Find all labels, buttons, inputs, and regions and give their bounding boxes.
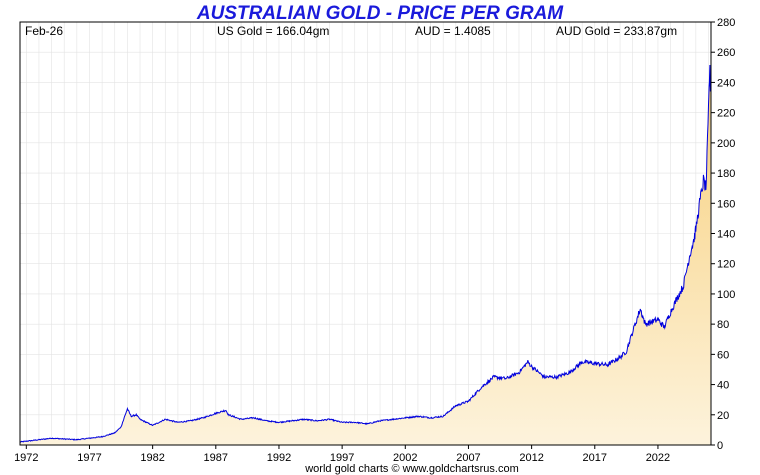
x-tick-label: 1982 bbox=[140, 452, 164, 464]
x-tick-label: 2007 bbox=[456, 452, 480, 464]
y-tick-label: 120 bbox=[717, 259, 735, 271]
x-tick-label: 2012 bbox=[519, 452, 543, 464]
x-axis-ticks: 1972 1977 1982 1987 1992 1997 2002 2007 2012 2017… bbox=[14, 445, 670, 464]
y-tick-label: 0 bbox=[717, 440, 723, 452]
y-tick-label: 180 bbox=[717, 168, 735, 180]
area-fill bbox=[20, 65, 711, 445]
y-tick-label: 80 bbox=[717, 319, 729, 331]
y-tick-label: 220 bbox=[717, 108, 735, 120]
x-tick-label: 1987 bbox=[204, 452, 228, 464]
y-tick-label: 60 bbox=[717, 349, 729, 361]
x-tick-label: 2022 bbox=[646, 452, 670, 464]
y-axis-ticks: 0 20 40 60 80 100 120 140 160 180 200 220 240 260 280 bbox=[711, 17, 735, 452]
x-tick-label: 1992 bbox=[267, 452, 291, 464]
y-tick-label: 200 bbox=[717, 138, 735, 150]
y-tick-label: 280 bbox=[717, 17, 735, 29]
y-tick-label: 240 bbox=[717, 77, 735, 89]
y-tick-label: 140 bbox=[717, 229, 735, 241]
x-tick-label: 1977 bbox=[77, 452, 101, 464]
aud-rate-label: AUD = 1.4085 bbox=[415, 24, 491, 38]
price-line bbox=[19, 64, 711, 443]
x-tick-label: 1972 bbox=[14, 452, 38, 464]
y-tick-label: 20 bbox=[717, 410, 729, 422]
aud-gold-label: AUD Gold = 233.87gm bbox=[556, 24, 677, 38]
x-tick-label: 2017 bbox=[583, 452, 607, 464]
y-tick-label: 40 bbox=[717, 380, 729, 392]
x-tick-label: 1997 bbox=[330, 452, 354, 464]
chart-title: AUSTRALIAN GOLD - PRICE PER GRAM bbox=[196, 3, 564, 24]
date-label: Feb-26 bbox=[25, 24, 63, 38]
x-tick-label: 2002 bbox=[393, 452, 417, 464]
area-series bbox=[19, 64, 711, 445]
y-tick-label: 160 bbox=[717, 198, 735, 210]
y-tick-label: 260 bbox=[717, 47, 735, 59]
y-tick-label: 100 bbox=[717, 289, 735, 301]
us-gold-label: US Gold = 166.04gm bbox=[217, 24, 329, 38]
footer-credit: world gold charts © www.goldchartsrus.co… bbox=[304, 463, 519, 475]
